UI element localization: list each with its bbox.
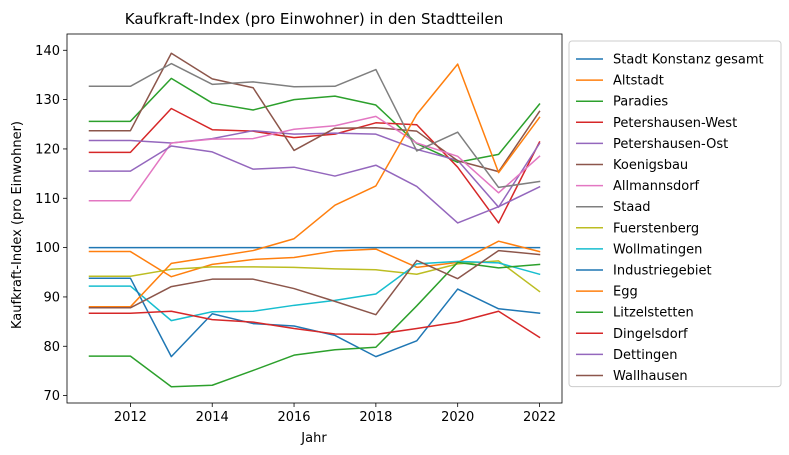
series-layer <box>88 52 541 388</box>
legend-entry-12: Litzelstetten <box>613 306 694 321</box>
legend-entry-14: Dettingen <box>613 348 678 363</box>
y-tick-label-3: 100 <box>35 241 60 256</box>
legend-entry-13: Dingelsdorf <box>613 327 688 342</box>
series-line-11 <box>88 63 541 308</box>
series-line-15 <box>88 249 541 316</box>
legend-entry-4: Petershausen-Ost <box>613 137 728 152</box>
series-line-3 <box>88 107 541 224</box>
x-tick-label-4: 2020 <box>441 410 474 425</box>
y-tick-label-6: 130 <box>35 93 60 108</box>
legend-entry-0: Stadt Konstanz gesamt <box>613 53 764 68</box>
y-axis-label: Kaufkraft-Index (pro Einwohner) <box>10 121 25 329</box>
legend-entry-11: Egg <box>613 285 638 300</box>
legend: Stadt Konstanz gesamt Altstadt Paradies Pet… <box>568 40 782 388</box>
x-tick-label-3: 2018 <box>359 410 392 425</box>
y-tick-label-1: 80 <box>43 340 60 355</box>
chart-title: Kaufkraft-Index (pro Einwohner) in den S… <box>125 10 503 28</box>
series-line-14 <box>88 145 541 224</box>
y-tick-label-7: 140 <box>35 44 60 59</box>
x-tick-label-0: 2012 <box>114 410 147 425</box>
series-line-13 <box>88 310 541 339</box>
axes-layer: 2012 2014 2016 2018 2020 2022 70 80 90 100 110 120 1… <box>35 33 563 425</box>
series-line-9 <box>88 260 541 322</box>
series-line-12 <box>88 261 541 388</box>
legend-entry-3: Petershausen-West <box>613 116 737 131</box>
y-tick-label-4: 110 <box>35 192 60 207</box>
y-tick-label-2: 90 <box>43 290 60 305</box>
legend-entry-7: Staad <box>613 200 651 215</box>
legend-entry-6: Allmannsdorf <box>613 179 700 194</box>
legend-entry-1: Altstadt <box>613 74 664 89</box>
x-tick-label-5: 2022 <box>523 410 556 425</box>
y-tick-label-5: 120 <box>35 142 60 157</box>
series-line-7 <box>88 62 541 189</box>
legend-entry-10: Industriegebiet <box>613 264 712 279</box>
series-line-2 <box>88 77 541 164</box>
series-line-6 <box>88 115 541 202</box>
plot-frame <box>66 33 563 404</box>
series-line-1 <box>88 240 541 278</box>
legend-entry-2: Paradies <box>613 95 668 110</box>
x-tick-label-1: 2014 <box>196 410 229 425</box>
legend-box <box>568 40 782 388</box>
legend-entry-8: Fuerstenberg <box>613 221 699 236</box>
x-tick-label-2: 2016 <box>277 410 310 425</box>
x-axis-label: Jahr <box>300 431 327 446</box>
y-tick-label-0: 70 <box>43 389 60 404</box>
legend-entry-15: Wallhausen <box>613 369 688 384</box>
series-line-4 <box>88 129 541 208</box>
legend-entry-9: Wollmatingen <box>613 242 702 257</box>
legend-entry-5: Koenigsbau <box>613 158 688 173</box>
